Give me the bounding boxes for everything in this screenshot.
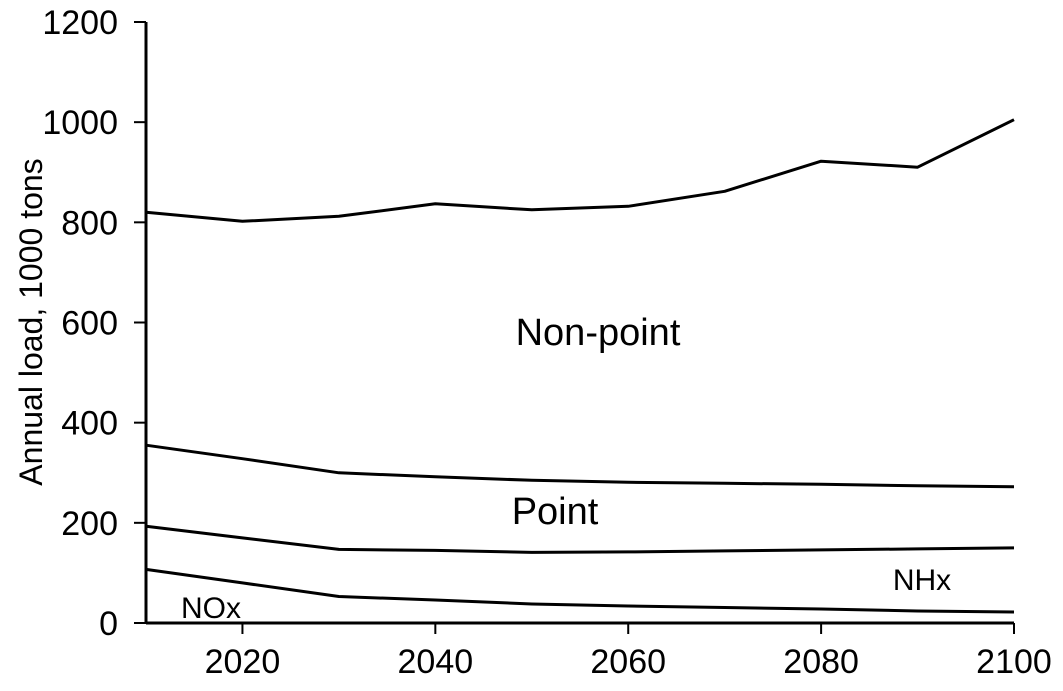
series-line-3 <box>145 443 1015 489</box>
x-tick-label: 2100 <box>976 643 1052 681</box>
y-tick-label: 600 <box>61 305 118 343</box>
y-tick-label: 200 <box>61 505 118 543</box>
x-axis-ticks: 2020 2040 2060 2080 2100 <box>205 623 1052 681</box>
region-label-nhx: NHx <box>893 564 951 597</box>
region-label-nox: NOx <box>181 592 241 625</box>
y-tick-label: 400 <box>61 405 118 443</box>
y-tick-label: 1000 <box>42 104 118 142</box>
series-line-1 <box>145 567 1015 614</box>
y-tick-label: 1200 <box>42 4 118 42</box>
region-label-point: Point <box>512 491 599 533</box>
x-tick-label: 2080 <box>783 643 859 681</box>
y-axis-title: Annual load, 1000 tons <box>13 158 49 485</box>
y-axis-ticks: 0 200 400 600 800 1000 1200 <box>42 4 146 643</box>
region-label-non-point: Non-point <box>516 312 681 354</box>
x-tick-label: 2060 <box>590 643 666 681</box>
plot-lines <box>145 118 1015 614</box>
series-line-4 <box>145 118 1015 223</box>
region-labels: NOx NHx Point Non-point <box>181 312 951 625</box>
y-tick-label: 0 <box>99 605 118 643</box>
series-line-2 <box>145 524 1015 554</box>
y-tick-label: 800 <box>61 204 118 242</box>
x-tick-label: 2020 <box>205 643 281 681</box>
x-tick-label: 2040 <box>398 643 474 681</box>
